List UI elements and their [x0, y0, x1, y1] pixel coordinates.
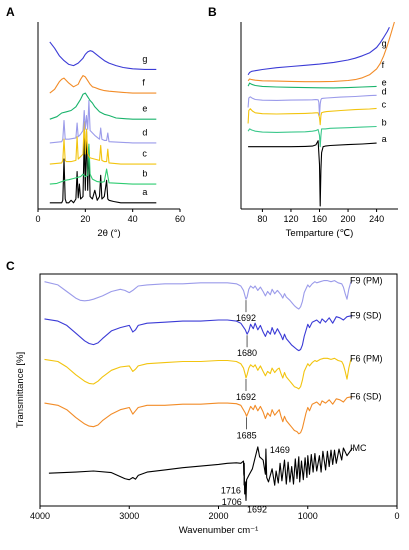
panel-c-annotation-label: 1692 — [247, 505, 267, 515]
panel-c-series-f6-pm — [44, 357, 353, 390]
panel-c-x-tick-label: 2000 — [208, 511, 228, 521]
panel-b-series-label: g — [382, 39, 387, 49]
panel-a-x-tick-label: 0 — [35, 214, 40, 224]
panel-a-series-label: c — [142, 149, 147, 159]
panel-c-series-label: F6 (SD) — [350, 392, 382, 402]
panel-c-series-label: F9 (PM) — [350, 276, 383, 286]
panel-b-series-f — [247, 21, 395, 83]
panel-a-letter: A — [6, 5, 15, 19]
panel-a-plot: 0 20 40 60 2θ (°) abc d e f g — [35, 22, 185, 239]
panel-b-series-label: e — [382, 77, 387, 87]
panel-a-series-b — [49, 143, 157, 185]
panel-a-series-label: g — [142, 54, 147, 64]
panel-c-x-tick-label: 3000 — [119, 511, 139, 521]
panel-b-x-axis-label: Temparture (℃) — [286, 228, 354, 239]
panel-a-series-label: f — [142, 77, 145, 87]
panel-c-series-label: IMC — [350, 443, 367, 453]
panel-c: C 4000 3000 2000 1000 0 Wavenumber cm⁻¹ Transm… — [6, 259, 400, 536]
panel-b-series-label: a — [382, 134, 387, 144]
panel-b-series-a — [248, 140, 377, 207]
panel-c-series-label: F6 (PM) — [350, 353, 383, 363]
panel-a-series-d — [49, 99, 157, 144]
panel-c-x-axis-label: Wavenumber cm⁻¹ — [179, 525, 259, 536]
panel-b-x-tick-label: 80 — [257, 214, 267, 224]
panel-c-series-f9-sd — [44, 315, 353, 352]
panel-b-series-c — [247, 107, 377, 126]
panel-b-series-b — [247, 125, 377, 148]
panel-b-x-tick-label: 120 — [283, 214, 298, 224]
panel-c-series-imc — [48, 446, 353, 502]
panel-c-annotation-label: 1692 — [236, 313, 256, 323]
panel-b-series-label: b — [382, 117, 387, 127]
panel-b-series-g — [247, 27, 390, 76]
panel-c-y-axis-label: Transmittance [%] — [15, 352, 26, 428]
panel-c-x-tick-label: 4000 — [30, 511, 50, 521]
panel-c-annotation-label: 1469 — [270, 445, 290, 455]
panel-b-series-e — [247, 82, 377, 89]
panel-b-x-tick-label: 200 — [341, 214, 356, 224]
panel-a-series-label: e — [142, 104, 147, 114]
panel-c-letter: C — [6, 259, 15, 273]
panel-a-series-label: a — [142, 187, 147, 197]
panel-c-x-tick-label: 0 — [394, 511, 399, 521]
panel-b-series-label: d — [382, 86, 387, 96]
panel-b-x-tick-label: 160 — [312, 214, 327, 224]
panel-c-annotation-label: 1706 — [222, 497, 242, 507]
panel-a-x-axis-label: 2θ (°) — [97, 228, 120, 239]
panel-c-annotation-label: 1680 — [237, 348, 257, 358]
panel-a: A 0 20 40 60 2θ (°) abc d e f g — [6, 5, 185, 239]
panel-c-series-f6-sd — [44, 396, 353, 435]
panel-a-series-label: b — [142, 168, 147, 178]
panel-b-letter: B — [208, 5, 217, 19]
panel-b-x-tick-label: 240 — [369, 214, 384, 224]
panel-a-series-label: d — [142, 127, 147, 137]
panel-c-x-tick-label: 1000 — [298, 511, 318, 521]
panel-c-annotation-label: 1685 — [237, 430, 257, 440]
panel-a-series-f — [49, 75, 157, 94]
panel-a-series-a — [49, 129, 157, 204]
panel-c-series-f9-pm — [44, 280, 353, 310]
panel-a-series-e — [49, 92, 157, 120]
panel-c-annotation-label: 1716 — [221, 485, 241, 495]
panel-a-x-tick-label: 20 — [80, 214, 90, 224]
panel-b-series-label: c — [382, 99, 387, 109]
panel-c-annotation-label: 1692 — [236, 392, 256, 402]
panel-a-series-c — [49, 121, 157, 165]
panel-a-x-tick-label: 40 — [128, 214, 138, 224]
panel-a-x-tick-label: 60 — [175, 214, 185, 224]
panel-a-series-g — [49, 41, 157, 70]
panel-b-series-d — [247, 94, 377, 116]
panel-b-series-label: f — [382, 60, 385, 70]
panel-c-plot: 4000 3000 2000 1000 0 Wavenumber cm⁻¹ Transmit… — [15, 273, 400, 536]
panel-c-series-label: F9 (SD) — [350, 311, 382, 321]
